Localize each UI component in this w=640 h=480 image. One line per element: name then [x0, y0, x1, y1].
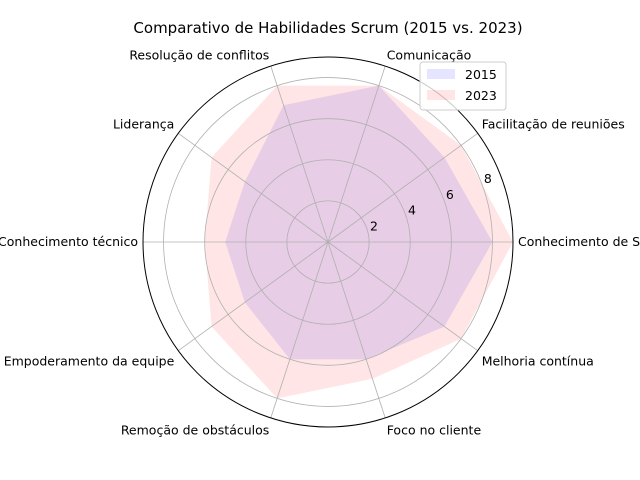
legend-label-2015: 2015 [465, 67, 497, 82]
axis-label-0: Conhecimento de Scrum [518, 234, 640, 249]
axis-label-6: Empoderamento da equipe [4, 354, 175, 369]
axis-label-4: Liderança [113, 116, 174, 131]
legend: 2015 2023 [419, 61, 507, 111]
axis-label-7: Remoção de obstáculos [121, 423, 269, 438]
spoke-2 [327, 65, 386, 243]
spoke-6 [178, 241, 329, 352]
tick-label-2: 2 [370, 218, 378, 233]
spoke-1 [327, 132, 478, 243]
axis-label-3: Resolução de conflitos [129, 47, 269, 62]
tick-label-4: 4 [408, 203, 416, 218]
legend-swatch-2023 [427, 90, 455, 100]
axis-label-5: Conhecimento técnico [0, 234, 138, 249]
chart-title: Comparativo de Habilidades Scrum (2015 v… [133, 19, 522, 37]
axis-label-9: Melhoria contínua [482, 354, 594, 369]
axis-label-2: Comunicação [387, 47, 472, 62]
spoke-3 [270, 65, 329, 243]
spoke-8 [327, 241, 386, 419]
spoke-4 [178, 132, 329, 243]
spoke-7 [270, 241, 329, 419]
axis-label-8: Foco no cliente [387, 423, 482, 438]
legend-box [419, 61, 507, 111]
legend-label-2023: 2023 [465, 88, 497, 103]
outer-frame [142, 56, 514, 428]
tick-label-6: 6 [446, 187, 454, 202]
axis-labels: Conhecimento de Scrum Facilitação de reun… [0, 47, 640, 437]
axis-label-1: Facilitação de reuniões [482, 116, 625, 131]
axis-spokes [143, 65, 513, 419]
legend-swatch-2015 [427, 69, 455, 79]
spoke-9 [327, 241, 478, 352]
series-polygon-2015 [225, 85, 493, 360]
radial-tick-labels: 2 4 6 8 [370, 171, 492, 233]
tick-label-8: 8 [484, 171, 492, 186]
